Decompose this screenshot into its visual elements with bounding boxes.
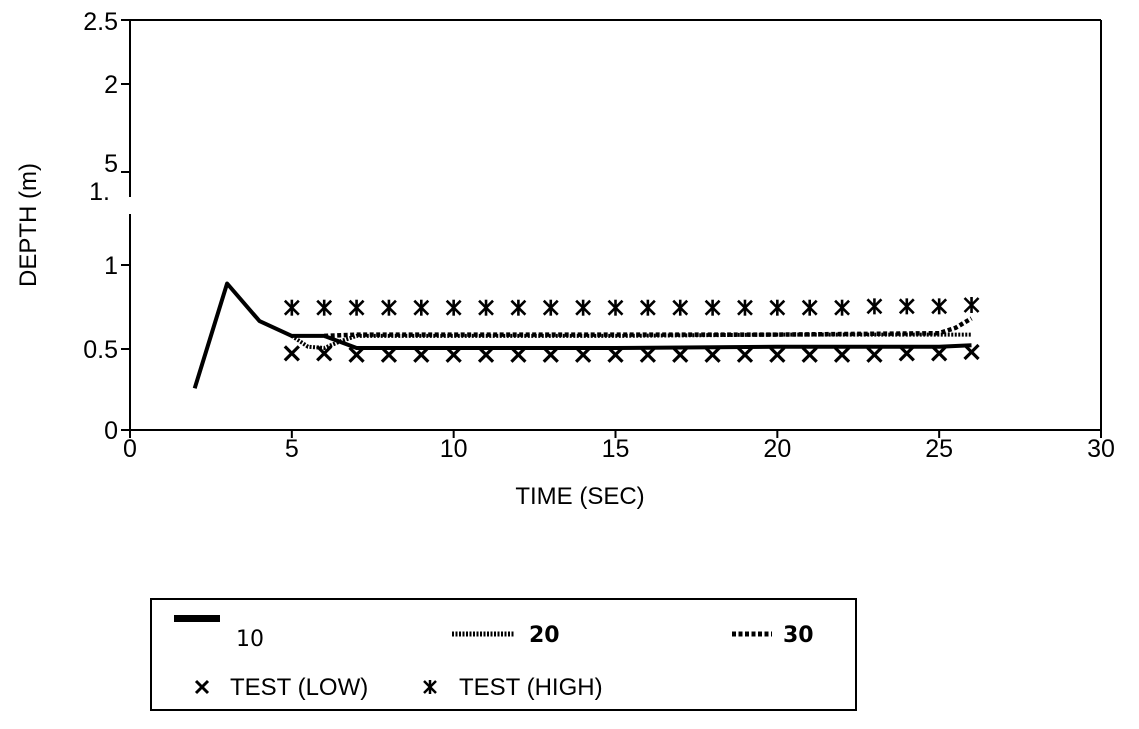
- axes: [90, 19, 1102, 438]
- test-high-point: [704, 299, 721, 316]
- test-high-point: [801, 299, 818, 316]
- y-tick-label: 1.: [89, 178, 110, 206]
- test-high-point: [381, 299, 397, 316]
- legend-item-test-high: TEST (HIGH): [423, 674, 603, 701]
- legend-item-20: 20: [452, 623, 560, 648]
- test-low-point: [769, 346, 786, 363]
- legend-swatch-x-marker: [194, 679, 210, 695]
- y-tick-label: 5: [104, 150, 118, 178]
- test-low-point: [413, 346, 430, 363]
- series-line-10: [192, 281, 972, 389]
- legend-label-30: 30: [783, 623, 814, 648]
- x-tick-label: 30: [1087, 435, 1115, 463]
- test-high-point: [542, 299, 559, 316]
- test-high-point: [478, 299, 494, 316]
- legend-label-20: 20: [529, 623, 560, 648]
- test-low-point: [704, 346, 721, 363]
- test-high-point: [737, 299, 753, 316]
- test-low-point: [445, 346, 462, 363]
- legend-label-10: 10: [236, 627, 264, 652]
- legend-item-10: 10: [174, 615, 264, 652]
- test-low-point: [898, 345, 915, 362]
- x-tick-label: 10: [440, 435, 468, 463]
- test-low-point: [348, 346, 365, 363]
- test-low-point: [607, 346, 624, 363]
- test-high-point: [283, 299, 300, 316]
- test-high-point: [931, 298, 948, 315]
- test-low-point: [833, 346, 851, 363]
- legend: 10 20 30 TEST (LOW) TEST (HIGH): [150, 598, 857, 711]
- test-high-point: [639, 299, 656, 316]
- test-high-point: [963, 297, 980, 314]
- test-low-point: [510, 346, 527, 363]
- x-tick-label: 0: [123, 435, 137, 463]
- test-low-point: [931, 345, 948, 362]
- test-low-point: [575, 346, 592, 363]
- y-tick-label: 0: [104, 417, 118, 445]
- y-tick-label: 2.5: [83, 8, 118, 36]
- legend-item-test-low: TEST (LOW): [194, 674, 368, 701]
- test-high-point: [898, 298, 915, 315]
- x-tick-label: 20: [763, 435, 791, 463]
- test-low-point: [672, 346, 689, 363]
- test-high-point: [510, 299, 527, 316]
- test-high-point: [413, 299, 430, 316]
- y-tick-label: 2: [104, 71, 118, 99]
- test-high-point: [866, 298, 883, 315]
- legend-label-test-low: TEST (LOW): [230, 674, 368, 701]
- y-axis-break: [90, 198, 150, 213]
- series-group: [192, 281, 980, 389]
- legend-label-test-high: TEST (HIGH): [459, 674, 603, 701]
- test-high-point: [348, 299, 365, 316]
- y-axis-title: DEPTH (m): [15, 163, 42, 287]
- series-line-30: [324, 316, 973, 339]
- test-high-point: [445, 299, 462, 316]
- test-high-point: [316, 299, 333, 316]
- test-low-point: [866, 346, 883, 363]
- x-tick-label: 5: [285, 435, 299, 463]
- legend-swatch-asterisk-marker: [423, 680, 437, 694]
- test-high-point: [769, 299, 786, 316]
- x-tick-label: 15: [602, 435, 630, 463]
- test-high-point: [834, 299, 850, 316]
- test-low-point: [801, 346, 818, 363]
- test-low-point: [639, 346, 656, 363]
- x-tick-label: 25: [925, 435, 953, 463]
- test-low-point: [380, 346, 398, 363]
- x-axis-title: TIME (SEC): [515, 483, 644, 510]
- test-high-point: [575, 299, 592, 316]
- y-tick-label: 0.5: [83, 336, 118, 364]
- test-low-point: [542, 346, 559, 363]
- test-low-point: [316, 345, 333, 362]
- legend-item-30: 30: [732, 623, 814, 648]
- legend-swatch-solid: [174, 615, 220, 622]
- test-high-point: [607, 299, 624, 316]
- test-low-point: [283, 345, 300, 362]
- test-low-point: [963, 343, 980, 361]
- test-low-point: [477, 346, 495, 363]
- test-high-point: [672, 299, 689, 316]
- test-low-point: [736, 346, 754, 363]
- y-tick-label: 1: [104, 252, 118, 280]
